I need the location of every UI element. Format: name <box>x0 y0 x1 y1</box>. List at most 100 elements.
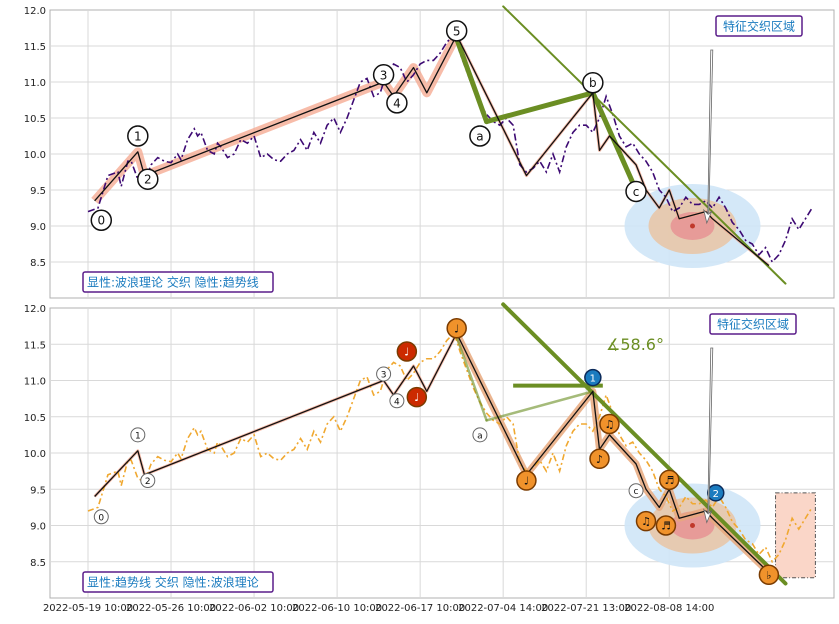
wave-label-0-circle <box>93 509 109 525</box>
top-y-tick-label: 10.0 <box>24 150 46 161</box>
top-panel: 12.0 11.5 11.0 10.5 10.0 9.5 9.0 8.5 0 1 2 34 5 a b c 特征… <box>24 5 835 299</box>
top-annotation-text: 特征交织区域 <box>723 19 795 34</box>
wave-label-2-circle <box>140 473 156 489</box>
bottom-annotation-box <box>709 313 797 335</box>
wave-label-c-circle <box>625 180 647 203</box>
wave-label-4-circle <box>389 393 405 409</box>
marker-node <box>446 318 467 339</box>
wave-label-5: 5 <box>453 24 461 38</box>
wave-label-2: 2 <box>145 477 151 487</box>
wave-label-b-circle <box>582 71 604 94</box>
wave-label-4: 4 <box>394 397 400 407</box>
wave-label-4: 4 <box>393 96 401 110</box>
top-price-line <box>87 33 813 264</box>
bottom-focus-center <box>690 523 695 528</box>
bottom-annotation-arrow <box>703 347 714 524</box>
top-annotation-box <box>715 15 803 37</box>
marker-node-glyph: ♬ <box>664 474 674 487</box>
wave-label-3-circle <box>376 366 392 382</box>
marker-node <box>396 341 418 362</box>
bottom-annotation-text: 特征交织区域 <box>717 317 789 332</box>
top-legend-text: 显性:波浪理论 交织 隐性:趋势线 <box>87 275 259 290</box>
bottom-legend-box <box>82 571 274 593</box>
wave-label-1-circle <box>130 427 146 443</box>
wave-label-3: 3 <box>381 370 387 380</box>
top-y-tick-label: 8.5 <box>30 258 46 269</box>
marker-node-glyph: ♫ <box>605 418 615 431</box>
top-annotation-arrow <box>703 49 714 225</box>
wave-label-c: c <box>634 487 639 497</box>
wave-label-b: b <box>589 76 597 90</box>
top-y-tick-label: 11.0 <box>24 78 46 89</box>
wave-label-a-circle <box>469 125 491 147</box>
wave-label-2: 2 <box>144 173 152 187</box>
wave-label-3-circle <box>372 64 395 86</box>
wave-label-2-circle <box>137 168 159 190</box>
marker-node <box>584 368 602 387</box>
x-tick-label: 2022-06-17 10:00 <box>375 603 465 614</box>
bottom-y-tick-label: 10.0 <box>24 449 46 460</box>
wave-label-1-circle <box>127 125 149 147</box>
bottom-trend-line <box>501 302 788 586</box>
x-tick-label: 2022-07-04 14:00 <box>458 603 548 614</box>
projection-box <box>775 492 816 579</box>
marker-node <box>655 515 677 536</box>
top-y-tick-label: 12.0 <box>24 6 46 17</box>
x-tick-label: 2022-05-19 10:00 <box>43 603 133 614</box>
marker-node <box>589 448 610 470</box>
bottom-trend-line <box>455 335 488 422</box>
wave-label-0: 0 <box>97 214 105 228</box>
top-y-tick-label: 9.5 <box>30 186 46 197</box>
wave-label-a: a <box>477 431 483 441</box>
bottom-y-tick-label: 9.0 <box>30 522 46 533</box>
wave-label-c-circle <box>628 483 644 499</box>
wave-label-3: 3 <box>380 68 388 82</box>
wave-label-0-circle <box>90 209 113 231</box>
top-legend-box <box>82 271 274 293</box>
bottom-y-tick-label: 11.0 <box>24 377 46 388</box>
marker-node-glyph: ♩ <box>414 391 419 404</box>
bottom-y-tick-label: 10.5 <box>24 413 46 424</box>
marker-node <box>516 470 537 491</box>
wave-label-0: 0 <box>98 513 104 523</box>
marker-node-glyph: ♬ <box>661 520 671 533</box>
marker-node-glyph: 2 <box>713 489 719 500</box>
top-trend-line <box>484 90 596 125</box>
wave-label-a: a <box>476 130 483 144</box>
marker-node <box>758 564 780 586</box>
marker-node-glyph: ♩ <box>404 346 409 359</box>
x-tick-label: 2022-06-02 10:00 <box>209 603 299 614</box>
marker-node-glyph: ♩ <box>454 322 459 335</box>
marker-node-glyph: ♩ <box>524 475 529 488</box>
bottom-legend-text: 显性:趋势线 交织 隐性:波浪理论 <box>87 575 259 590</box>
marker-node-glyph: ♫ <box>641 515 651 528</box>
top-y-tick-label: 10.5 <box>24 114 46 125</box>
bottom-y-tick-label: 8.5 <box>30 558 46 569</box>
marker-node-glyph: ♪ <box>596 453 603 466</box>
marker-node-glyph: ♭ <box>766 569 771 582</box>
x-tick-label: 2022-05-26 10:00 <box>126 603 216 614</box>
wave-label-c: c <box>633 185 640 199</box>
x-tick-label: 2022-06-10 10:00 <box>292 603 382 614</box>
top-trend-line <box>454 36 490 125</box>
bottom-wave-line <box>94 332 770 574</box>
top-y-tick-label: 11.5 <box>24 42 46 53</box>
marker-node <box>635 510 657 532</box>
x-tick-label: 2022-07-21 13:00 <box>541 603 631 614</box>
wave-label-5-circle <box>445 20 468 42</box>
angle-label: ∡58.6° <box>606 335 664 354</box>
top-trend-line <box>502 5 787 285</box>
marker-node <box>599 413 620 435</box>
bottom-y-tick-label: 9.5 <box>30 485 46 496</box>
marker-node <box>406 386 428 408</box>
bottom-trend-line <box>485 390 595 422</box>
bottom-price-line <box>87 331 813 564</box>
marker-node <box>707 484 725 502</box>
bottom-y-tick-label: 11.5 <box>24 340 46 351</box>
bottom-panel: 12.0 11.5 11.0 10.5 10.0 9.5 9.0 8.5 ∡58.6° 0 1 2 3 4… <box>24 302 835 599</box>
bottom-y-tick-label: 12.0 <box>24 304 46 315</box>
top-y-tick-label: 9.0 <box>30 222 46 233</box>
wave-label-4-circle <box>386 92 408 114</box>
